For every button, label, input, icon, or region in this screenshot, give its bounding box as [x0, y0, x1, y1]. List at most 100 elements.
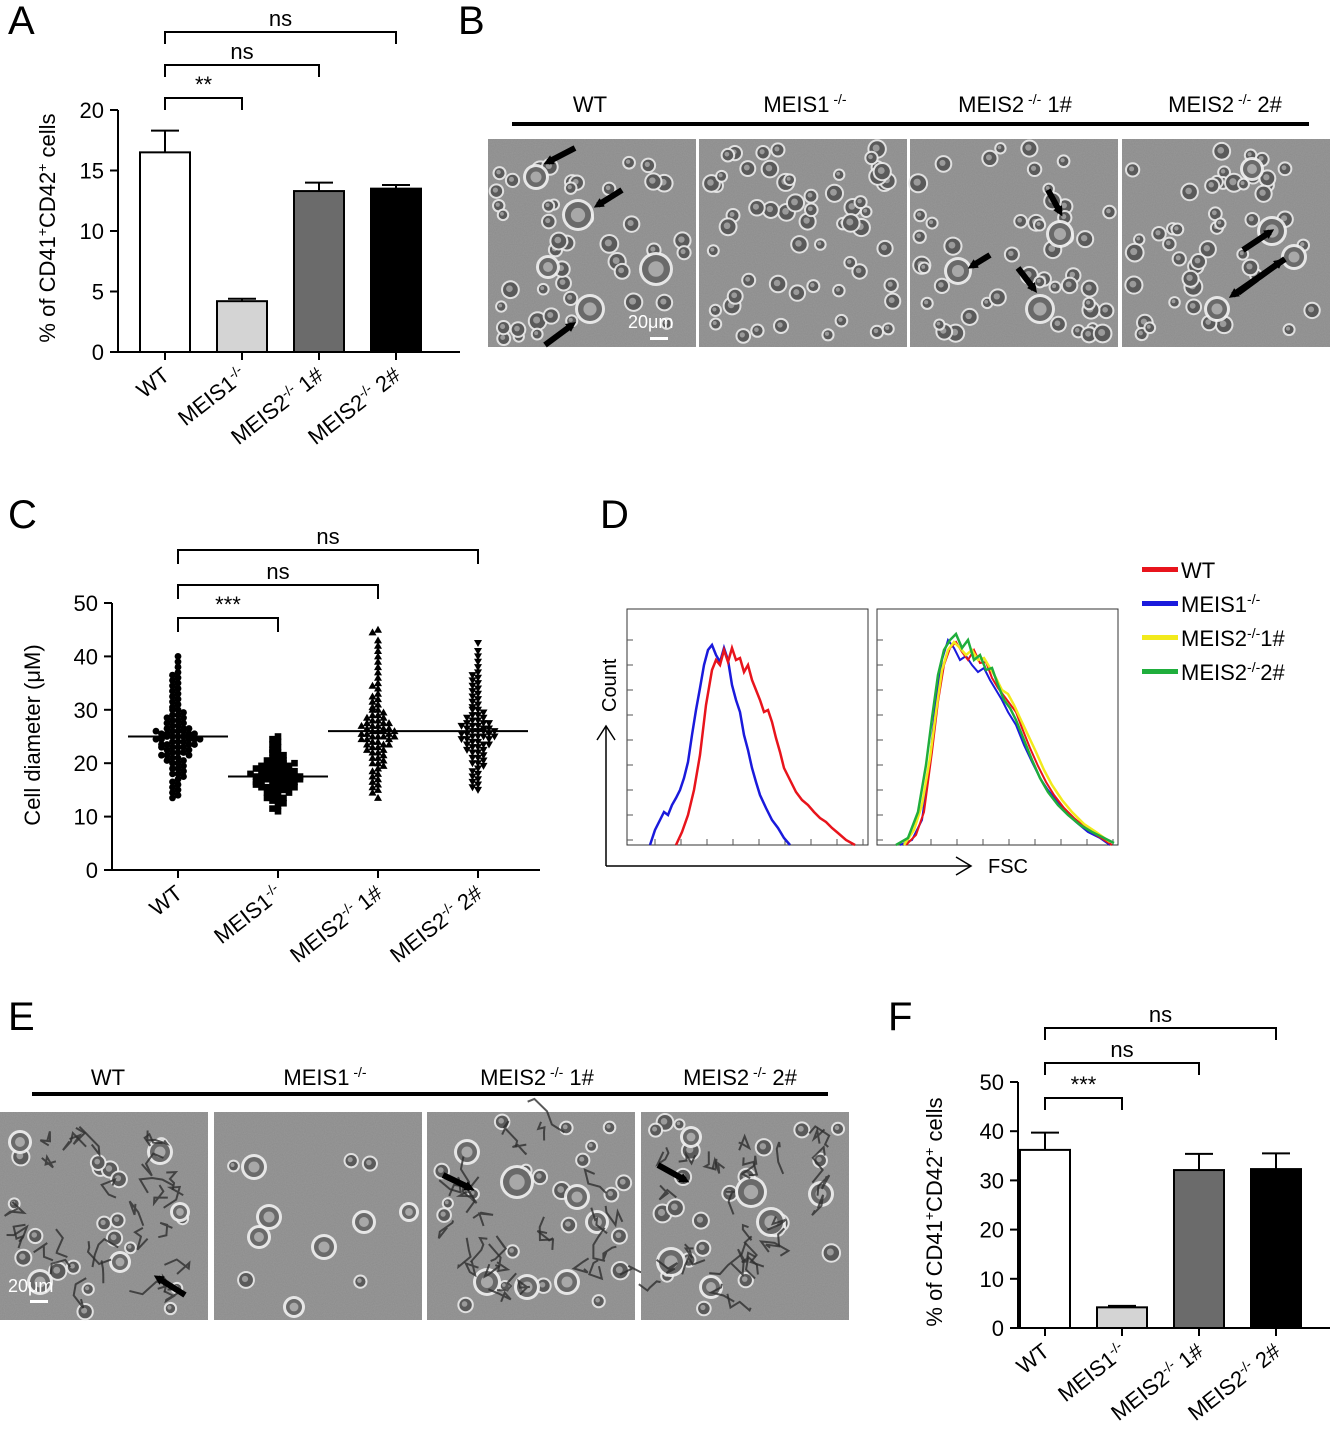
c-data-point — [158, 743, 165, 751]
panel-b-label: MEIS2 -/- 2# — [1168, 91, 1282, 117]
c-data-point — [269, 735, 276, 743]
c-data-point — [174, 754, 182, 762]
c-data-point — [163, 746, 171, 754]
c-data-point — [368, 692, 377, 700]
c-data-point — [169, 789, 176, 796]
f-bar — [1173, 1169, 1225, 1329]
c-data-point — [374, 625, 382, 633]
c-data-point — [263, 783, 271, 791]
panel-d-flow-histograms: Count FSC WT MEIS1-/- MEIS2-/-1# MEIS2-/-2# — [596, 558, 1285, 878]
c-data-point — [474, 770, 482, 778]
arrow-icon — [543, 322, 577, 348]
c-data-point — [374, 716, 382, 724]
panel-e-scale-bar — [30, 1300, 48, 1303]
c-data-point — [174, 781, 182, 788]
a-y-tick-label: 15 — [80, 159, 104, 184]
c-data-point — [474, 706, 482, 714]
c-data-point — [490, 733, 499, 741]
c-data-point — [374, 673, 382, 681]
c-significance-bracket — [177, 584, 379, 599]
panel-e-scale-label: 20μm — [8, 1276, 53, 1296]
c-data-point — [474, 717, 482, 725]
c-data-point — [274, 807, 282, 815]
c-data-point — [474, 781, 482, 789]
c-data-point — [474, 680, 482, 688]
arrow-icon — [967, 252, 992, 269]
c-data-point — [185, 751, 193, 759]
c-data-point — [174, 663, 182, 671]
c-data-point — [180, 757, 187, 764]
panel-b-labels: WT MEIS1 -/- MEIS2 -/- 1# MEIS2 -/- 2# — [573, 91, 1283, 117]
c-data-point — [285, 789, 293, 796]
c-data-point — [280, 765, 287, 772]
c-data-point — [368, 783, 377, 791]
c-data-point — [474, 712, 482, 720]
panel-e-header-line — [32, 1092, 828, 1096]
c-data-point — [374, 689, 382, 697]
c-data-point — [474, 669, 482, 677]
c-data-point — [368, 737, 377, 745]
c-data-point — [474, 690, 482, 698]
c-data-point — [385, 735, 393, 743]
c-data-point — [468, 706, 477, 714]
c-data-point — [169, 727, 176, 735]
c-data-point — [174, 775, 182, 783]
panel-b-scale-label: 20μm — [628, 312, 673, 332]
panel-letter-c: C — [8, 493, 37, 537]
f-y-tick-label: 40 — [980, 1119, 1004, 1144]
c-data-point — [368, 772, 377, 780]
c-data-point — [474, 786, 482, 794]
c-data-point — [474, 744, 482, 752]
c-data-point — [291, 778, 298, 786]
panel-e-micrograph — [427, 1097, 652, 1320]
c-data-point — [368, 732, 377, 740]
c-data-point — [269, 791, 276, 799]
c-data-point — [363, 745, 371, 753]
c-data-point — [180, 773, 187, 780]
c-significance-bracket — [177, 549, 479, 564]
c-data-point — [363, 740, 371, 748]
c-data-point — [468, 738, 477, 746]
c-data-point — [280, 751, 287, 759]
c-data-point — [374, 663, 382, 671]
c-data-point — [163, 725, 171, 732]
c-data-point — [468, 784, 477, 792]
c-data-point — [485, 720, 493, 728]
c-data-point — [374, 748, 382, 756]
c-data-point — [468, 717, 477, 725]
arrow-icon — [441, 1172, 475, 1191]
c-y-tick-label: 40 — [74, 644, 98, 669]
c-data-point — [258, 778, 265, 786]
d-legend-label: MEIS1-/- — [1181, 591, 1261, 617]
c-data-point — [174, 711, 182, 719]
panel-b-micrograph — [699, 139, 907, 347]
c-data-point — [174, 669, 182, 676]
panel-e-micrographs: WT MEIS1 -/- MEIS2 -/- 1# MEIS2 -/- 2# 20μm — [0, 1064, 849, 1321]
f-y-tick-label: 50 — [980, 1070, 1004, 1095]
a-significance-bracket — [164, 31, 397, 44]
c-data-point — [174, 717, 182, 724]
a-y-tick-label: 20 — [80, 98, 104, 123]
c-data-point — [379, 745, 388, 753]
c-data-point — [374, 700, 382, 708]
c-data-point — [474, 765, 482, 773]
c-data-point — [479, 762, 488, 770]
a-y-tick-label: 0 — [92, 340, 104, 365]
c-data-point — [285, 778, 293, 786]
panel-letter-e: E — [8, 995, 35, 1039]
c-data-point — [263, 762, 271, 770]
panel-b-label: WT — [573, 92, 607, 117]
c-data-point — [374, 652, 382, 660]
c-data-point — [468, 778, 477, 786]
c-data-point — [163, 714, 171, 722]
c-data-point — [163, 741, 171, 748]
c-data-point — [280, 781, 287, 788]
c-data-point — [468, 754, 477, 762]
d-y-arrow-icon — [596, 724, 616, 741]
arrow-icon — [1228, 256, 1287, 298]
c-data-point — [274, 775, 282, 783]
c-data-point — [280, 759, 287, 767]
d-legend-swatch — [1142, 669, 1178, 674]
c-data-point — [163, 757, 171, 764]
c-data-point — [274, 802, 282, 810]
